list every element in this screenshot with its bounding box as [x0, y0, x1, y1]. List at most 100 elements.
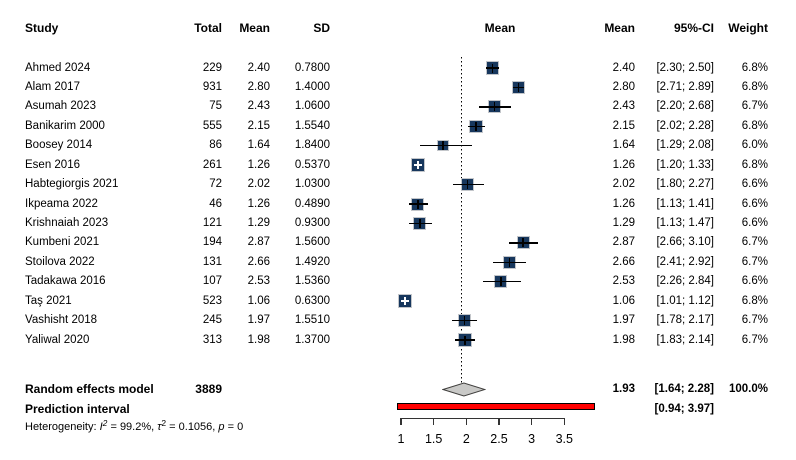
- sd-cell: 0.5370: [294, 158, 330, 171]
- sd-cell: 1.0600: [294, 100, 330, 113]
- ci-cell: [1.13; 1.41]: [656, 197, 714, 210]
- study-name: Tadakawa 2016: [25, 275, 106, 288]
- weight-cell: 6.7%: [741, 314, 768, 327]
- ci-cell: [1.83; 2.14]: [656, 333, 714, 346]
- prediction-interval-bar: [397, 402, 596, 410]
- ci-cell: [2.30; 2.50]: [656, 61, 714, 74]
- prediction-ci: [0.94; 3.97]: [654, 402, 714, 415]
- weight-cell: 6.7%: [741, 236, 768, 249]
- mean-value-cell: 2.02: [612, 178, 635, 191]
- weight-cell: 6.6%: [741, 275, 768, 288]
- x-axis-label: 2: [462, 432, 470, 446]
- mean-cell: 2.40: [247, 61, 270, 74]
- summary-total: 3889: [195, 381, 222, 396]
- sd-cell: 1.0300: [294, 178, 330, 191]
- total-cell: 229: [202, 61, 222, 74]
- column-header-mean: Mean: [239, 20, 270, 35]
- heterogeneity-text-part: p: [218, 421, 225, 433]
- ci-cell: [1.80; 2.27]: [656, 178, 714, 191]
- mean-cell: 1.98: [247, 333, 270, 346]
- mean-value-cell: 2.53: [612, 275, 635, 288]
- point-tick: [419, 218, 421, 228]
- x-axis-tick: [465, 417, 467, 425]
- mean-value-cell: 2.40: [612, 61, 635, 74]
- x-axis-tick: [498, 417, 500, 425]
- total-cell: 75: [209, 100, 222, 113]
- ci-cell: [2.66; 3.10]: [656, 236, 714, 249]
- study-name: Yaliwal 2020: [25, 333, 90, 346]
- sd-cell: 1.5510: [294, 314, 330, 327]
- heterogeneity-text-part: τ: [157, 421, 162, 433]
- column-header-mean-right: Mean: [604, 20, 635, 35]
- study-name: Habtegiorgis 2021: [25, 178, 119, 191]
- total-cell: 261: [202, 158, 222, 171]
- summary-diamond: [441, 381, 486, 397]
- column-header-weight: Weight: [728, 20, 768, 35]
- mean-cell: 2.66: [247, 255, 270, 268]
- column-header-total: Total: [194, 20, 222, 35]
- sd-cell: 1.4920: [294, 255, 330, 268]
- ci-cell: [1.78; 2.17]: [656, 314, 714, 327]
- study-name: Banikarim 2000: [25, 119, 105, 132]
- weight-cell: 6.8%: [741, 80, 768, 93]
- study-name: Ahmed 2024: [25, 61, 91, 74]
- weight-cell: 6.7%: [741, 100, 768, 113]
- total-cell: 107: [202, 275, 222, 288]
- ci-line: [483, 280, 522, 283]
- weight-cell: 6.8%: [741, 61, 768, 74]
- total-cell: 931: [202, 80, 222, 93]
- mean-value-cell: 2.15: [612, 119, 635, 132]
- total-cell: 555: [202, 119, 222, 132]
- mean-value-cell: 2.43: [612, 100, 635, 113]
- mean-cell: 1.06: [247, 294, 270, 307]
- ci-cell: [1.01; 1.12]: [656, 294, 714, 307]
- study-name: Krishnaiah 2023: [25, 216, 109, 229]
- total-cell: 245: [202, 314, 222, 327]
- heterogeneity-text-part: 2: [102, 418, 108, 428]
- total-cell: 194: [202, 236, 222, 249]
- weight-cell: 6.8%: [741, 158, 768, 171]
- weight-cell: 6.6%: [741, 178, 768, 191]
- x-axis-tick: [563, 417, 565, 425]
- sd-cell: 1.3700: [294, 333, 330, 346]
- plot-column-header: Mean: [484, 20, 516, 35]
- x-axis-label: 3.5: [555, 432, 573, 446]
- mean-value-cell: 2.80: [612, 80, 635, 93]
- study-name: Ikpeama 2022: [25, 197, 98, 210]
- mean-cell: 2.02: [247, 178, 270, 191]
- mean-cell: 1.97: [247, 314, 270, 327]
- sd-cell: 1.8400: [294, 139, 330, 152]
- heterogeneity-text-part: 2: [161, 418, 167, 428]
- ci-cell: [2.02; 2.28]: [656, 119, 714, 132]
- mean-value-cell: 2.66: [612, 255, 635, 268]
- sd-cell: 1.5600: [294, 236, 330, 249]
- mean-cell: 1.26: [247, 158, 270, 171]
- weight-cell: 6.8%: [741, 119, 768, 132]
- point-tick: [466, 180, 469, 190]
- mean-cell: 2.53: [247, 275, 270, 288]
- point-tick: [442, 141, 444, 151]
- reference-line: [461, 57, 463, 384]
- study-name: Stoilova 2022: [25, 255, 95, 268]
- x-axis-label: 2.5: [490, 432, 508, 446]
- ci-cell: [2.26; 2.84]: [656, 275, 714, 288]
- heterogeneity-text-part: = 0.1056,: [166, 421, 219, 433]
- weight-cell: 6.7%: [741, 333, 768, 346]
- sd-cell: 0.6300: [294, 294, 330, 307]
- mean-value-cell: 1.26: [612, 158, 635, 171]
- ci-cell: [2.71; 2.89]: [656, 80, 714, 93]
- point-tick: [464, 335, 466, 345]
- sd-cell: 1.5360: [294, 275, 330, 288]
- sd-cell: 1.5540: [294, 119, 330, 132]
- mean-value-cell: 1.26: [612, 197, 635, 210]
- x-axis-tick: [531, 417, 533, 425]
- heterogeneity-text-part: = 0: [224, 421, 244, 433]
- mean-cell: 2.15: [247, 119, 270, 132]
- heterogeneity-text-part: I: [99, 421, 103, 433]
- weight-cell: 6.0%: [741, 139, 768, 152]
- sd-cell: 0.7800: [294, 61, 330, 74]
- ci-cell: [1.29; 2.08]: [656, 139, 714, 152]
- study-name: Alam 2017: [25, 80, 80, 93]
- point-tick: [517, 82, 520, 92]
- weight-cell: 6.7%: [741, 255, 768, 268]
